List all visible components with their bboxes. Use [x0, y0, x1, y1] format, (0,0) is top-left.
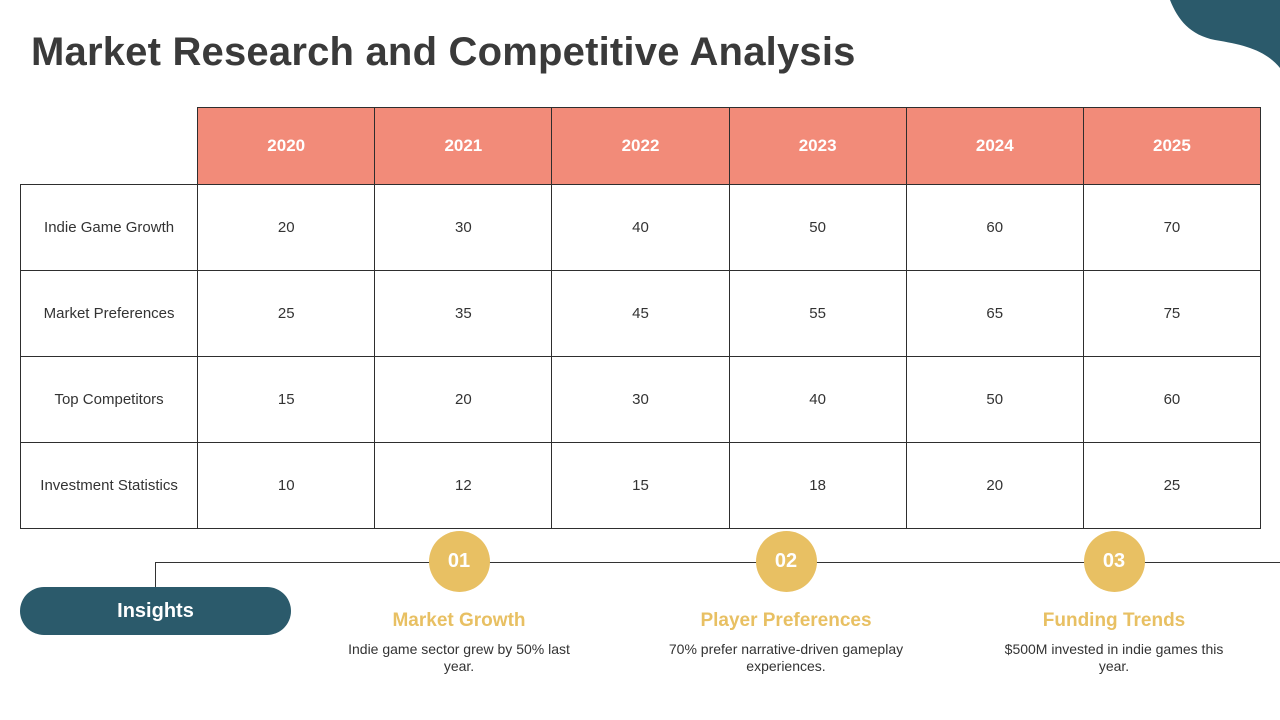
table-cell: 65 — [905, 270, 1084, 357]
table-row: Market Preferences 25 35 45 55 65 75 — [19, 270, 1262, 357]
table-cell: 60 — [905, 184, 1084, 271]
step-number-badge: 01 — [428, 531, 490, 592]
table-cell: 75 — [1082, 270, 1262, 357]
table-cell: 50 — [728, 184, 907, 271]
page-title: Market Research and Competitive Analysis — [31, 30, 856, 74]
timeline-line — [155, 562, 1280, 563]
row-label: Market Preferences — [19, 270, 199, 357]
step-description: 70% prefer narrative-driven gameplay exp… — [668, 641, 904, 674]
table-row: Top Competitors 15 20 30 40 50 60 — [19, 356, 1262, 443]
insight-step-03: 03 Funding Trends $500M invested in indi… — [964, 531, 1264, 675]
year-header: 2025 — [1082, 107, 1262, 185]
insight-step-02: 02 Player Preferences 70% prefer narrati… — [636, 531, 936, 675]
year-header: 2022 — [551, 107, 730, 185]
insights-label: Insights — [20, 587, 291, 635]
table-row: Investment Statistics 10 12 15 18 20 25 — [19, 442, 1262, 529]
step-title: Market Growth — [392, 610, 526, 631]
table-cell: 25 — [1082, 442, 1262, 529]
corner-decoration — [1170, 0, 1280, 68]
step-number-badge: 03 — [1083, 531, 1145, 592]
row-label: Indie Game Growth — [19, 184, 199, 271]
table-cell: 70 — [1082, 184, 1262, 271]
step-description: Indie game sector grew by 50% last year. — [348, 641, 570, 674]
table-row: Indie Game Growth 20 30 40 50 60 70 — [19, 184, 1262, 271]
table-cell: 60 — [1082, 356, 1262, 443]
insight-step-01: 01 Market Growth Indie game sector grew … — [309, 531, 609, 675]
table-cell: 30 — [551, 356, 730, 443]
row-label: Top Competitors — [19, 356, 199, 443]
timeline-connector — [155, 562, 156, 588]
table-cell: 40 — [728, 356, 907, 443]
step-title: Funding Trends — [1042, 610, 1186, 631]
year-header: 2024 — [905, 107, 1084, 185]
table-cell: 15 — [197, 356, 376, 443]
table-cell: 35 — [374, 270, 553, 357]
table-cell: 55 — [728, 270, 907, 357]
table-cell: 50 — [905, 356, 1084, 443]
step-title: Player Preferences — [700, 610, 872, 631]
table-cell: 20 — [197, 184, 376, 271]
table-cell: 20 — [374, 356, 553, 443]
row-label: Investment Statistics — [19, 442, 199, 529]
data-table: 2020 2021 2022 2023 2024 2025 Indie Game… — [19, 107, 1262, 529]
table-cell: 45 — [551, 270, 730, 357]
step-description: $500M invested in indie games this year. — [1004, 641, 1224, 674]
table-cell: 10 — [197, 442, 376, 529]
table-cell: 18 — [728, 442, 907, 529]
year-header: 2020 — [197, 107, 376, 185]
table-cell: 12 — [374, 442, 553, 529]
table-header-row: 2020 2021 2022 2023 2024 2025 — [21, 107, 1262, 185]
table-cell: 15 — [551, 442, 730, 529]
table-cell: 20 — [905, 442, 1084, 529]
table-corner-cell — [21, 108, 198, 185]
table-cell: 30 — [374, 184, 553, 271]
step-number-badge: 02 — [755, 531, 817, 592]
table-cell: 40 — [551, 184, 730, 271]
year-header: 2021 — [374, 107, 553, 185]
table-cell: 25 — [197, 270, 376, 357]
year-header: 2023 — [728, 107, 907, 185]
